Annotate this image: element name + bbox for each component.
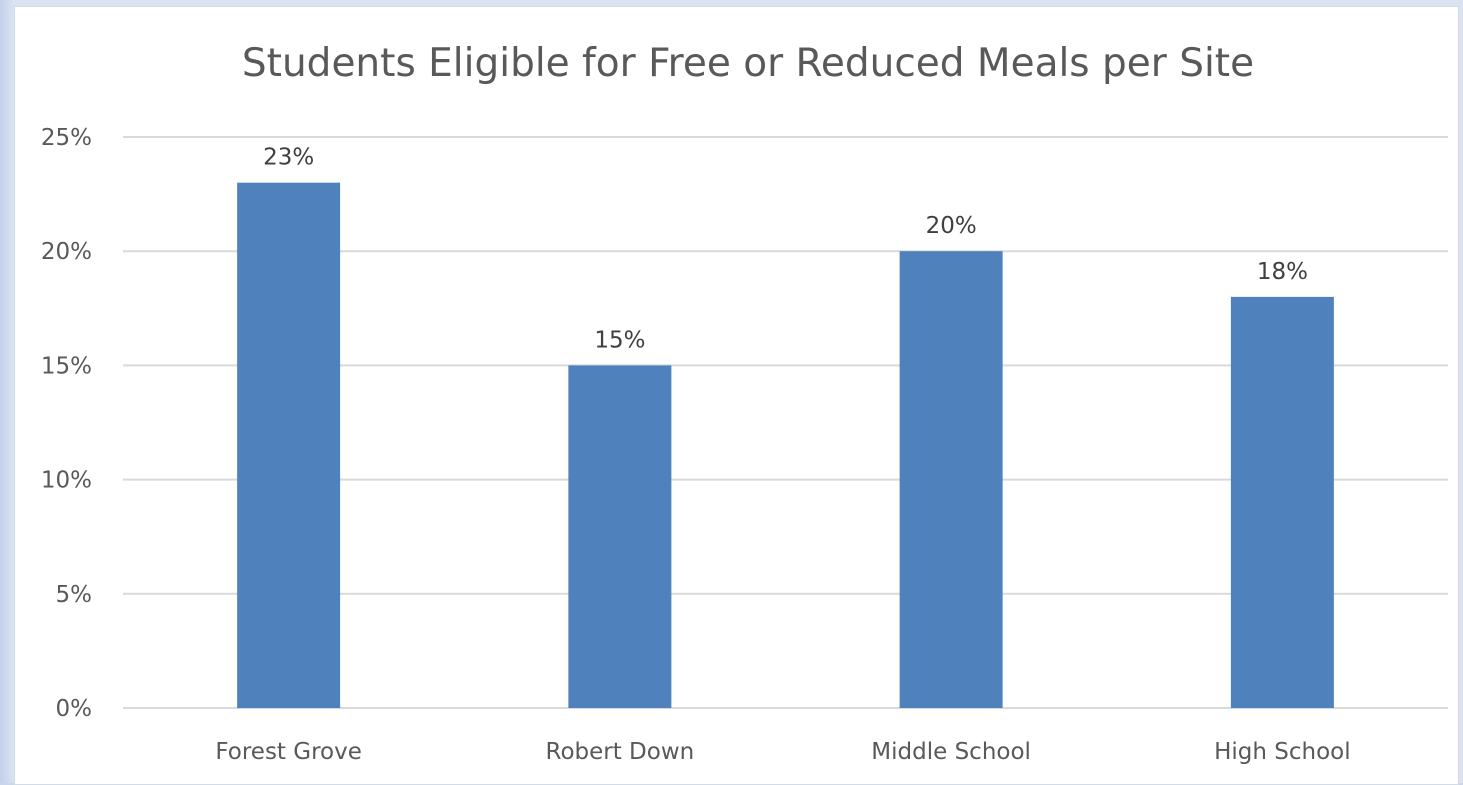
y-tick-label: 20%	[41, 239, 92, 265]
bars	[237, 182, 1334, 708]
y-tick-label: 0%	[56, 696, 93, 722]
gridlines	[123, 136, 1448, 709]
y-tick-label: 25%	[41, 125, 92, 151]
chart-title: Students Eligible for Free or Reduced Me…	[242, 41, 1254, 86]
y-tick-label: 10%	[41, 468, 92, 494]
bar	[899, 251, 1003, 708]
x-category-label: Robert Down	[546, 739, 695, 765]
y-tick-label: 15%	[41, 353, 92, 379]
x-category-label: High School	[1214, 739, 1351, 765]
x-category-label: Middle School	[871, 739, 1031, 765]
y-axis-ticks: 0% 5% 10% 15% 20% 25%	[41, 125, 92, 722]
data-label: 15%	[594, 327, 645, 353]
data-label: 23%	[263, 145, 314, 171]
data-label: 20%	[926, 213, 977, 239]
data-labels: 23% 15% 20% 18%	[263, 145, 1308, 354]
bar	[237, 182, 341, 708]
data-label: 18%	[1257, 259, 1308, 285]
x-axis-categories: Forest Grove Robert Down Middle School High…	[215, 739, 1350, 765]
bar	[568, 365, 672, 708]
bar	[1230, 296, 1334, 708]
x-category-label: Forest Grove	[215, 739, 362, 765]
y-tick-label: 5%	[56, 582, 93, 608]
